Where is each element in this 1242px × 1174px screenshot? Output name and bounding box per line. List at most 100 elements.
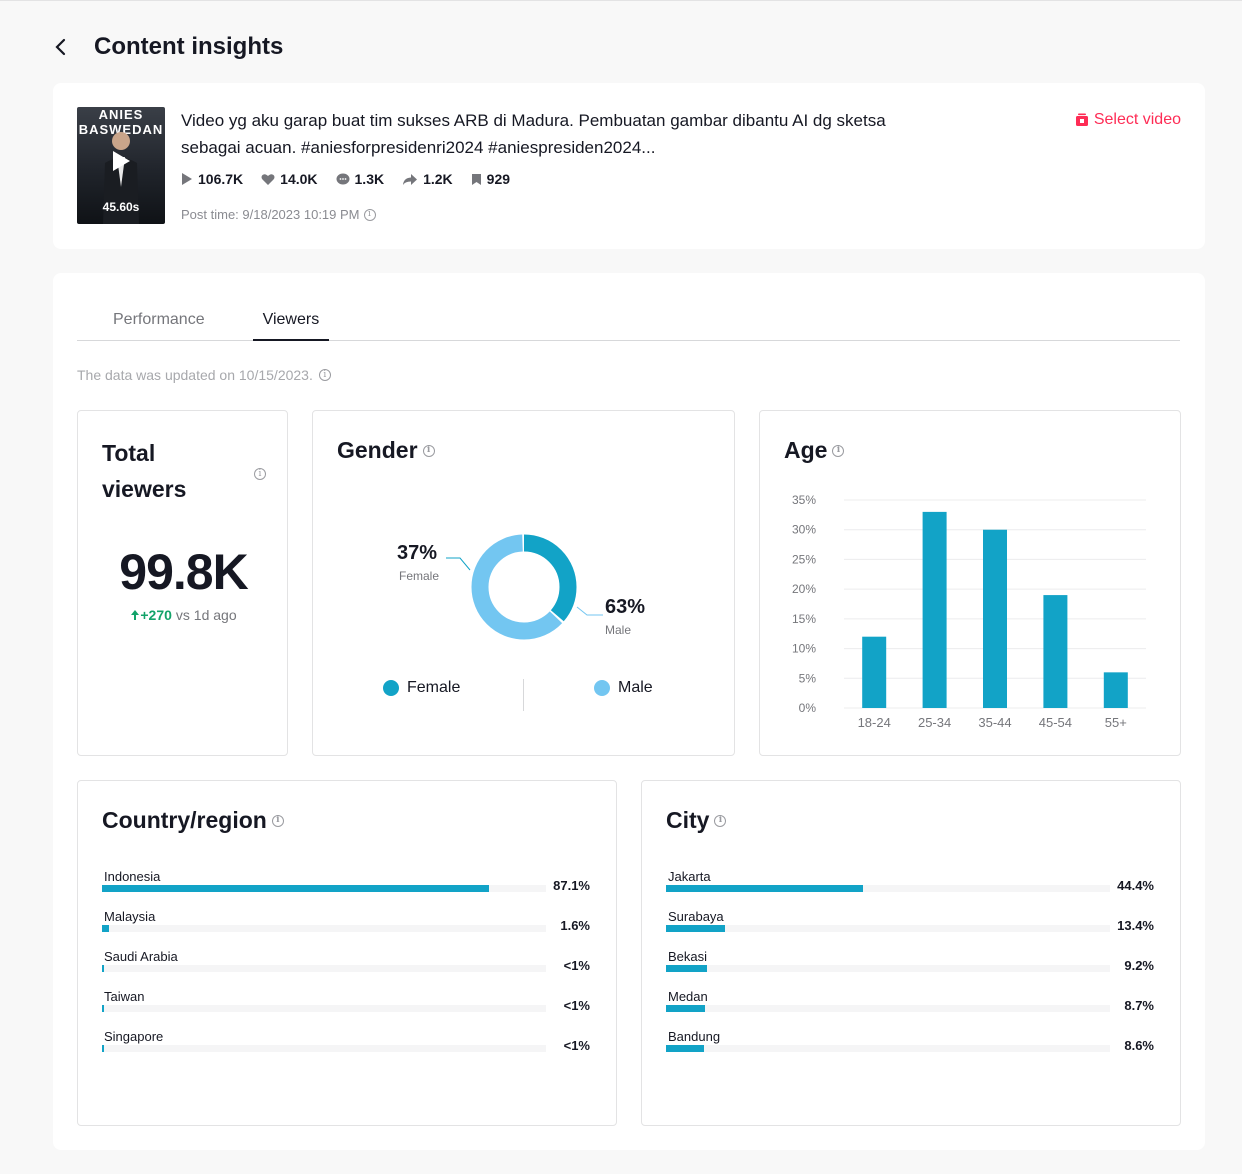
data-updated-note: The data was updated on 10/15/2023. i <box>77 367 331 383</box>
donut-slice-female[interactable] <box>471 534 577 640</box>
x-tick-label: 18-24 <box>858 715 891 730</box>
info-icon[interactable]: i <box>832 444 845 457</box>
age-bar-25-34[interactable] <box>922 511 947 708</box>
gender-title: Gender <box>337 437 418 463</box>
age-bar-55+[interactable] <box>1103 672 1128 708</box>
city-panel: City i Jakarta 44.4% Surabaya 13.4% Bekasi 9.… <box>641 780 1181 1126</box>
share-icon <box>403 173 418 185</box>
thumbnail-text: ANIES BASWEDAN <box>78 107 164 137</box>
y-tick-label: 30% <box>792 523 816 537</box>
tab-viewers[interactable]: Viewers <box>252 301 330 341</box>
country-bar-track <box>102 885 546 892</box>
city-row: Jakarta 44.4% <box>666 869 1156 909</box>
country-bar-track <box>102 1045 546 1052</box>
tab-performance[interactable]: Performance <box>113 311 205 328</box>
data-updated-text: The data was updated on 10/15/2023. <box>77 367 313 383</box>
change-suffix: vs 1d ago <box>175 607 237 623</box>
country-name: Singapore <box>104 1029 164 1044</box>
comments-count: 1.3K <box>354 171 385 187</box>
city-row: Medan 8.7% <box>666 989 1156 1029</box>
total-viewers-title: Total viewers <box>102 440 187 502</box>
info-icon[interactable]: i <box>254 468 266 480</box>
city-bar-fill <box>666 1005 705 1012</box>
y-tick-label: 10% <box>792 642 816 656</box>
city-bar-fill <box>666 925 726 932</box>
city-name: Bandung <box>668 1029 721 1044</box>
video-stats: 106.7K 14.0K 1.3K 1.2K 929 <box>181 171 528 187</box>
total-viewers-value: 99.8K <box>119 544 248 600</box>
y-tick-label: 20% <box>792 582 816 596</box>
y-tick-label: 25% <box>792 552 816 566</box>
male-pct: 63% <box>605 596 645 618</box>
city-value: 8.7% <box>1124 998 1154 1013</box>
likes-stat: 14.0K <box>261 171 318 187</box>
country-bar-fill <box>102 1045 104 1052</box>
info-icon[interactable]: i <box>363 208 376 221</box>
legend-male[interactable]: Male <box>594 679 653 697</box>
page-header: Content insights <box>52 30 283 64</box>
city-bar-track <box>666 965 1110 972</box>
city-bar-fill <box>666 1045 705 1052</box>
country-row: Taiwan <1% <box>102 989 592 1029</box>
age-bar-chart: 0% 5% 10% 15% 20% 25% 30% 35% 18-24 25-34 35-44 45-… <box>792 493 1146 730</box>
age-bar-35-44[interactable] <box>983 529 1007 708</box>
country-row: Saudi Arabia <1% <box>102 949 592 989</box>
info-icon[interactable]: i <box>714 814 727 827</box>
video-select-icon <box>1075 113 1088 126</box>
play-count-icon <box>182 173 192 185</box>
donut-group <box>471 534 577 640</box>
info-icon[interactable]: i <box>422 444 435 457</box>
info-icon[interactable]: i <box>318 369 331 381</box>
country-value: 1.6% <box>560 918 590 933</box>
legend-male-label: Male <box>618 679 653 696</box>
country-row: Malaysia 1.6% <box>102 909 592 949</box>
video-card: ANIES BASWEDAN 45.60s Video yg aku garap… <box>53 83 1205 249</box>
male-leader-line <box>576 606 603 616</box>
y-tick-label: 0% <box>799 701 817 715</box>
country-bar-track <box>102 965 546 972</box>
country-row: Singapore <1% <box>102 1029 592 1069</box>
age-bar-18-24[interactable] <box>862 636 887 708</box>
change-value: +270 <box>140 607 172 623</box>
country-bar-fill <box>102 965 104 972</box>
x-tick-label: 55+ <box>1105 715 1127 730</box>
back-icon[interactable] <box>52 38 68 56</box>
top-border <box>0 0 1242 3</box>
country-panel: Country/region i Indonesia 87.1% Malaysia 1… <box>77 780 617 1126</box>
city-name: Jakarta <box>668 869 711 884</box>
legend-female[interactable]: Female <box>383 679 460 697</box>
age-bar-45-54[interactable] <box>1043 595 1068 708</box>
city-bar-fill <box>666 965 707 972</box>
city-row: Bandung 8.6% <box>666 1029 1156 1069</box>
city-title-wrap: City i <box>666 807 727 834</box>
male-label: Male <box>605 623 631 637</box>
age-title: Age <box>784 437 828 463</box>
country-name: Indonesia <box>104 869 161 884</box>
x-tick-label: 25-34 <box>918 715 951 730</box>
female-dot <box>383 680 399 696</box>
country-bar-track <box>102 1005 546 1012</box>
country-name: Saudi Arabia <box>104 949 178 964</box>
views-stat: 106.7K <box>181 171 243 187</box>
city-name: Bekasi <box>668 949 708 964</box>
city-title: City <box>666 807 710 833</box>
country-value: <1% <box>563 958 590 973</box>
video-thumbnail[interactable]: ANIES BASWEDAN 45.60s <box>77 107 165 224</box>
select-video-button[interactable]: Select video <box>1075 111 1181 129</box>
bookmark-icon <box>471 173 481 185</box>
country-bar-fill <box>102 925 110 932</box>
person-figure-icon <box>103 132 139 224</box>
city-bar-track <box>666 1005 1110 1012</box>
heart-icon <box>261 173 275 185</box>
city-bar-track <box>666 885 1110 892</box>
city-bar-track <box>666 925 1110 932</box>
info-icon[interactable]: i <box>271 814 284 827</box>
city-value: 13.4% <box>1117 918 1154 933</box>
legend-divider <box>523 679 524 711</box>
x-tick-label: 35-44 <box>978 715 1011 730</box>
country-bar-track <box>102 925 546 932</box>
country-value: 87.1% <box>553 878 590 893</box>
y-tick-label: 5% <box>799 671 817 685</box>
donut-slice-male[interactable] <box>471 534 577 640</box>
city-row: Bekasi 9.2% <box>666 949 1156 989</box>
